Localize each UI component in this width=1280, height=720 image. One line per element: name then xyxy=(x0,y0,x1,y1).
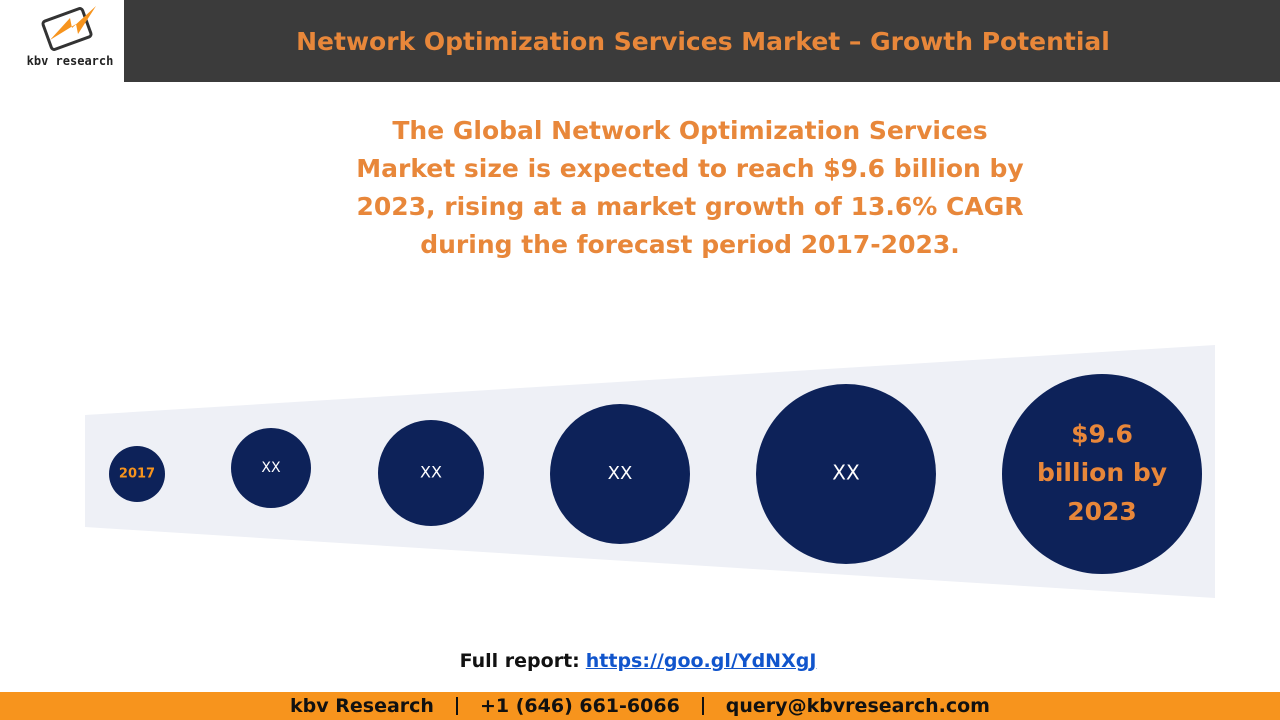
circle-label: $9.6 xyxy=(1071,419,1133,448)
footer-item: kbv Research xyxy=(290,695,434,717)
circles: 2017 XX XX XX XX $9.6 billion by 2023 xyxy=(109,374,1202,574)
circle-label: XX xyxy=(420,463,442,482)
headline-line: 2023, rising at a market growth of 13.6%… xyxy=(356,192,1024,221)
headline: The Global Network Optimization Services… xyxy=(300,112,1080,264)
report: Full report: https://goo.gl/YdNXgJ xyxy=(0,650,1276,672)
headline-line: Market size is expected to reach $9.6 bi… xyxy=(356,154,1024,183)
headline-line: The Global Network Optimization Services xyxy=(392,116,988,145)
circle xyxy=(378,420,484,526)
header-bar xyxy=(124,0,1280,82)
circle-label: 2023 xyxy=(1067,497,1137,526)
circle-label: 2017 xyxy=(119,467,155,482)
title: Network Optimization Services Market – G… xyxy=(296,27,1110,56)
circle xyxy=(756,384,936,564)
footer: kbv Research +1 (646) 661-6066 query@kbvre… xyxy=(0,692,1280,720)
footer-item: query@kbvresearch.com xyxy=(701,697,1012,716)
circle xyxy=(109,446,165,502)
logo-text: kbv research xyxy=(26,54,114,68)
circle xyxy=(231,428,311,508)
circle xyxy=(550,404,690,544)
logo-icon xyxy=(41,6,96,51)
headline-line: during the forecast period 2017-2023. xyxy=(420,230,960,259)
circle-label: XX xyxy=(261,460,281,476)
report-link[interactable]: https://goo.gl/YdNXgJ xyxy=(585,650,817,672)
circle xyxy=(1002,374,1202,574)
report-label: Full report: xyxy=(459,650,580,672)
circle-label: billion by xyxy=(1037,458,1167,487)
circle-label: XX xyxy=(608,463,633,484)
circle-label: XX xyxy=(832,461,860,485)
footer-item: +1 (646) 661-6066 xyxy=(455,697,702,716)
